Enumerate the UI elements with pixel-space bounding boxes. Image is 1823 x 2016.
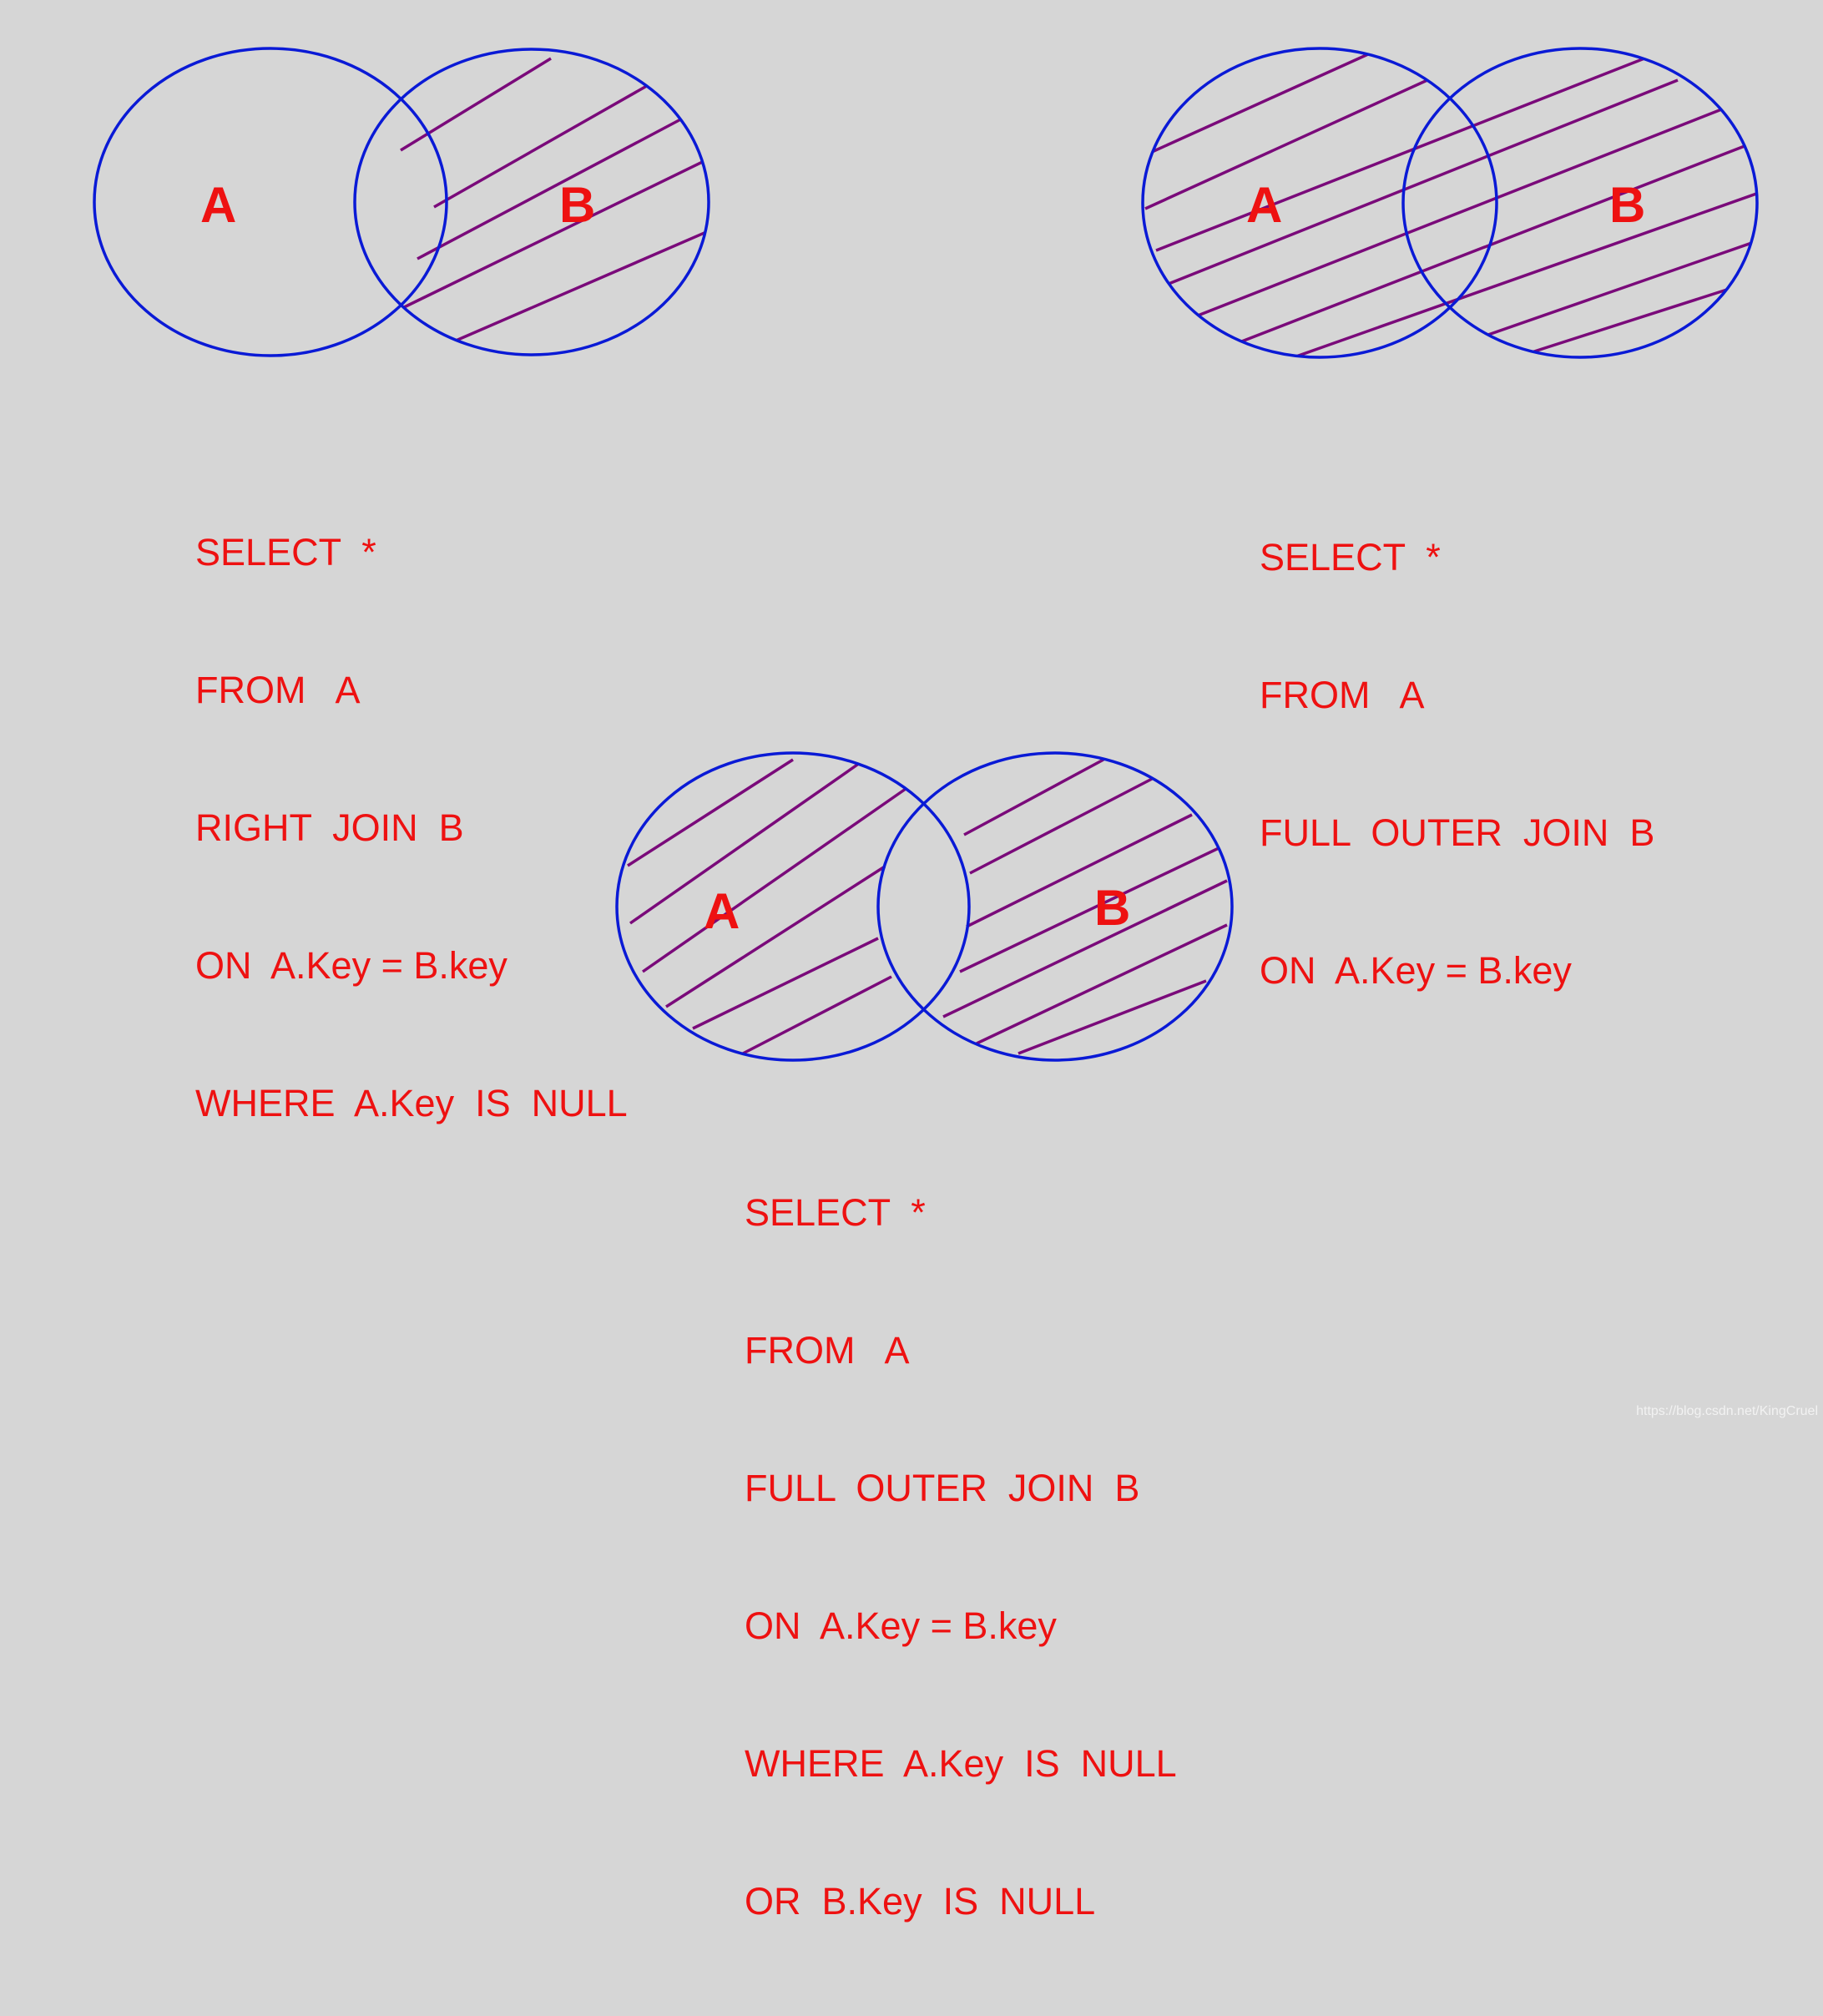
- sql-line: SELECT *: [745, 1191, 926, 1234]
- set-a-label: A: [704, 883, 740, 939]
- sql-query-full-outer-join-exclusive: SELECT * FROM A FULL OUTER JOIN B ON A.K…: [745, 1098, 1177, 2016]
- set-b-circle: [353, 48, 710, 356]
- set-b-label: B: [1609, 177, 1645, 233]
- sql-line: FROM A: [195, 669, 361, 711]
- sql-query-right-join-exclusive: SELECT * FROM A RIGHT JOIN B ON A.Key = …: [195, 437, 628, 1218]
- sql-line: SELECT *: [1260, 536, 1441, 579]
- diagram-1: A B: [93, 47, 710, 357]
- sql-line: WHERE A.Key IS NULL: [745, 1742, 1177, 1785]
- sql-line: OR B.Key IS NULL: [745, 1880, 1096, 1923]
- sql-line: ON A.Key = B.key: [195, 944, 508, 987]
- watermark: https://blog.csdn.net/KingCruel: [1636, 1404, 1818, 1418]
- diagram-2: A B: [1141, 47, 1759, 359]
- sql-line: WHERE A.Key IS NULL: [195, 1082, 628, 1124]
- sql-line: FULL OUTER JOIN B: [1260, 811, 1655, 854]
- set-a-label: A: [200, 177, 236, 233]
- sql-line: SELECT *: [195, 531, 376, 573]
- sql-line: ON A.Key = B.key: [745, 1604, 1057, 1647]
- sql-query-full-outer-join: SELECT * FROM A FULL OUTER JOIN B ON A.K…: [1260, 442, 1654, 1085]
- set-b-circle: [1401, 47, 1759, 359]
- sql-line: FROM A: [1260, 674, 1425, 716]
- set-a-label: A: [1246, 177, 1282, 233]
- diagram-1-hatch: [400, 57, 709, 348]
- set-b-label: B: [559, 177, 595, 233]
- set-b-circle: [876, 751, 1234, 1062]
- sql-line: FROM A: [745, 1329, 910, 1372]
- sql-line: ON A.Key = B.key: [1260, 949, 1572, 992]
- set-a-circle: [93, 47, 448, 357]
- sql-line: FULL OUTER JOIN B: [745, 1467, 1140, 1509]
- set-a-circle: [1141, 47, 1498, 359]
- sql-line: RIGHT JOIN B: [195, 806, 464, 849]
- set-a-circle: [615, 751, 971, 1062]
- set-b-label: B: [1094, 880, 1130, 936]
- diagram-3: A B: [615, 751, 1234, 1062]
- diagram-3-hatch: [627, 758, 1228, 1055]
- venn-canvas: A B A B: [93, 47, 1759, 1062]
- venn-join-diagrams: A B A B: [93, 47, 1818, 1923]
- diagram-2-hatch: [1144, 48, 1757, 357]
